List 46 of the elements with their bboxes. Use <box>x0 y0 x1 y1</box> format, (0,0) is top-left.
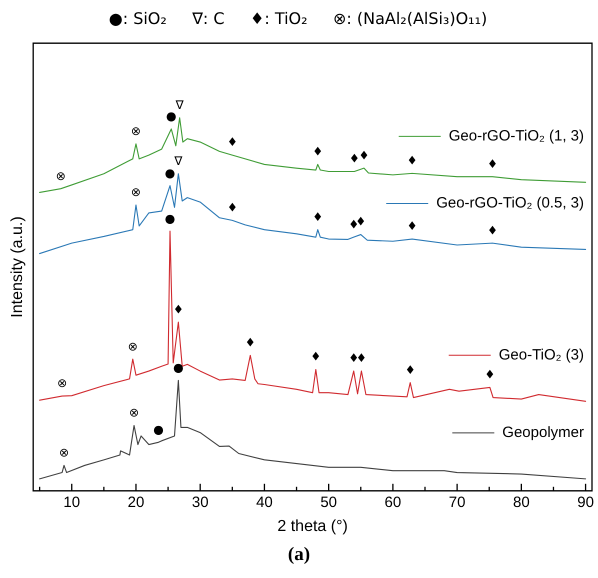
annotation: ♦ <box>226 200 238 214</box>
x-tick-label: 60 <box>384 494 402 511</box>
annotation: ⊗ <box>130 185 141 200</box>
annotation: ♦ <box>358 148 370 162</box>
annotation: ♦ <box>484 368 496 382</box>
annotation: ⊗ <box>130 124 141 138</box>
annotation: ⊗ <box>56 168 66 183</box>
x-axis-title: 2 theta (°) <box>277 518 348 535</box>
x-tick-label: 40 <box>256 494 273 511</box>
annotation: ∇ <box>174 98 185 112</box>
text: (a) <box>286 544 312 566</box>
chart-title: ●: SiO₂ ∇: C ♦: TiO₂ ⊗: (NaAl₂(AlSi₃)O₁₁) <box>108 8 488 28</box>
x-tick-label: 80 <box>513 494 530 511</box>
x-tick-label: 50 <box>320 494 337 511</box>
legend-label: Geo-rGO-TiO₂ (1, 3) <box>448 127 584 144</box>
x-tick-label: 30 <box>192 494 209 511</box>
annotation: ● <box>153 422 164 436</box>
x-tick-label: 20 <box>128 494 144 511</box>
legend-label: Geo-TiO₂ (3) <box>498 346 584 364</box>
annotation: ♦ <box>310 350 322 364</box>
annotation: ♦ <box>312 144 324 159</box>
annotation: ♦ <box>404 362 416 377</box>
annotation: ♦ <box>244 336 256 350</box>
legend-label: Geo-rGO-TiO₂ (0.5, 3) <box>436 194 584 212</box>
annotation: ● <box>173 360 184 375</box>
annotation: ♦ <box>487 156 498 171</box>
annotation: ⊗ <box>59 446 70 460</box>
legend-label: Geopolymer <box>502 424 584 442</box>
annotation: ♦ <box>406 154 418 168</box>
x-tick-label: 10 <box>63 494 80 511</box>
annotation: ♦ <box>226 135 238 150</box>
annotation: ♦ <box>172 302 184 316</box>
x-tick-label: 90 <box>577 494 594 511</box>
x-tick-label: 70 <box>448 494 466 511</box>
annotation: ● <box>166 109 177 124</box>
annotation: ⊗ <box>128 339 138 354</box>
annotation: ⊗ <box>57 376 68 390</box>
annotation: ⊗ <box>129 406 140 420</box>
annotation: ♦ <box>348 152 360 166</box>
y-axis-title: Intensity (a.u.) <box>9 216 26 318</box>
annotation: ♦ <box>312 210 324 224</box>
annotation: ● <box>164 166 176 180</box>
annotation: ● <box>164 211 176 226</box>
annotation: ♦ <box>406 219 418 234</box>
annotation: ♦ <box>487 223 498 238</box>
annotation: ∇ <box>173 154 184 168</box>
